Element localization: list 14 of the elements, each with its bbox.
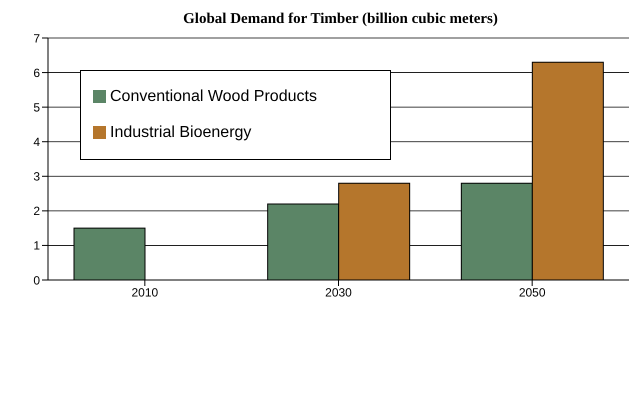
- y-tick-label: 7: [33, 31, 40, 46]
- legend-label: Industrial Bioenergy: [110, 124, 252, 141]
- x-tick-label: 2030: [325, 286, 352, 300]
- y-tick-label: 6: [33, 66, 40, 80]
- y-tick-label: 2: [33, 204, 40, 218]
- x-tick-label: 2010: [131, 286, 159, 300]
- legend-label: Conventional Wood Products: [110, 88, 317, 105]
- y-tick-label: 3: [33, 170, 40, 184]
- y-tick-label: 1: [33, 238, 40, 253]
- chart-title: Global Demand for Timber (billion cubic meters): [182, 10, 499, 29]
- y-tick-label: 4: [33, 134, 40, 149]
- y-tick-label: 5: [33, 100, 40, 114]
- x-tick-label: 2050: [518, 286, 546, 300]
- y-tick-label: 0: [33, 273, 40, 288]
